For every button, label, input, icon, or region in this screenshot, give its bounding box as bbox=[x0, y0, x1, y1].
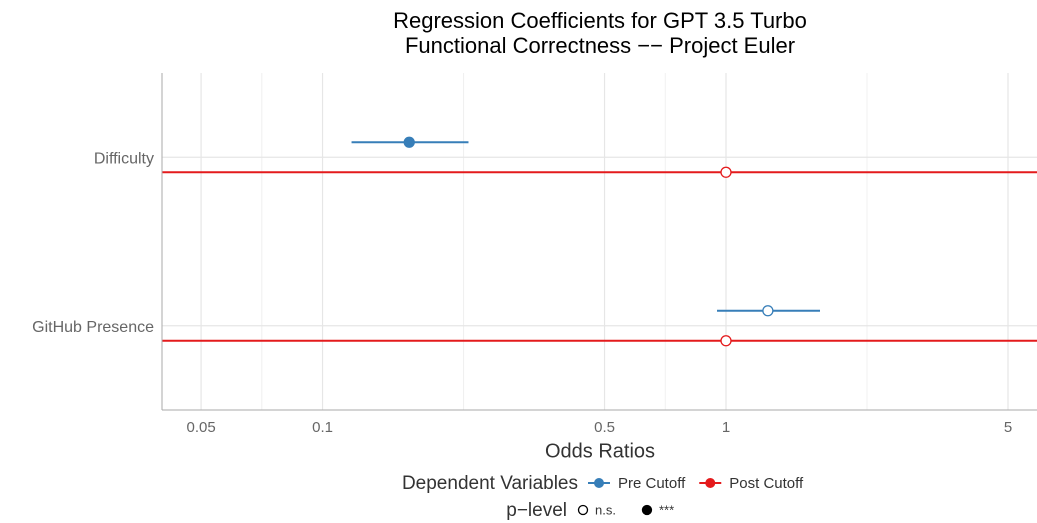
x-axis-label: Odds Ratios bbox=[545, 440, 655, 462]
legend-label: Pre Cutoff bbox=[618, 475, 686, 492]
point bbox=[720, 335, 732, 347]
legend-swatch bbox=[577, 504, 589, 516]
x-tick-label: 5 bbox=[1004, 419, 1012, 436]
y-tick-label: Difficulty bbox=[94, 150, 154, 167]
legend-label: n.s. bbox=[595, 502, 616, 517]
legend-swatch bbox=[641, 504, 653, 516]
chart-title: Functional Correctness −− Project Euler bbox=[405, 33, 795, 58]
legend-label: Post Cutoff bbox=[729, 475, 804, 492]
y-tick-label: GitHub Presence bbox=[32, 319, 154, 336]
legend-title: p−level bbox=[506, 500, 567, 521]
legend: Dependent Variables Pre Cutoff Post Cutoff… bbox=[402, 473, 804, 521]
x-tick-label: 1 bbox=[722, 419, 730, 436]
legend-title: Dependent Variables bbox=[402, 473, 578, 494]
legend-swatch bbox=[705, 478, 716, 488]
point bbox=[720, 166, 732, 178]
chart-title: Regression Coefficients for GPT 3.5 Turb… bbox=[393, 8, 807, 33]
legend-label: *** bbox=[659, 502, 674, 517]
legend-swatch bbox=[594, 478, 604, 488]
x-tick-label: 0.5 bbox=[594, 419, 615, 436]
x-tick-label: 0.1 bbox=[312, 419, 333, 436]
grid bbox=[162, 73, 1037, 410]
point bbox=[762, 305, 774, 317]
x-tick-label: 0.05 bbox=[186, 419, 215, 436]
point bbox=[403, 136, 415, 148]
plot-area bbox=[162, 136, 1037, 347]
